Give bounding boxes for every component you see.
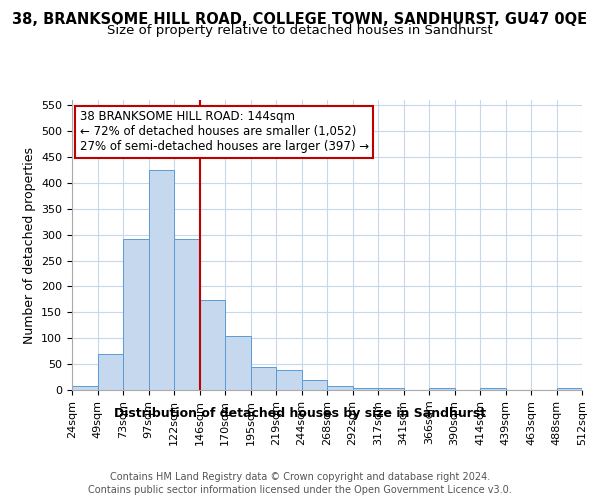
Bar	[557, 388, 582, 390]
Bar	[251, 366, 276, 390]
Y-axis label: Number of detached properties: Number of detached properties	[23, 146, 35, 344]
Bar	[149, 170, 174, 390]
Bar	[174, 240, 199, 390]
Bar	[480, 388, 505, 390]
Bar	[378, 388, 404, 390]
Text: Contains HM Land Registry data © Crown copyright and database right 2024.: Contains HM Land Registry data © Crown c…	[110, 472, 490, 482]
Bar	[123, 240, 149, 390]
Bar	[429, 388, 455, 390]
Text: 38, BRANKSOME HILL ROAD, COLLEGE TOWN, SANDHURST, GU47 0QE: 38, BRANKSOME HILL ROAD, COLLEGE TOWN, S…	[13, 12, 587, 28]
Bar	[302, 380, 327, 390]
Text: Contains public sector information licensed under the Open Government Licence v3: Contains public sector information licen…	[88, 485, 512, 495]
Bar	[72, 386, 97, 390]
Bar	[327, 386, 353, 390]
Text: Distribution of detached houses by size in Sandhurst: Distribution of detached houses by size …	[114, 408, 486, 420]
Bar	[225, 336, 251, 390]
Bar	[199, 300, 225, 390]
Bar	[276, 370, 302, 390]
Text: Size of property relative to detached houses in Sandhurst: Size of property relative to detached ho…	[107, 24, 493, 37]
Bar	[353, 388, 378, 390]
Text: 38 BRANKSOME HILL ROAD: 144sqm
← 72% of detached houses are smaller (1,052)
27% : 38 BRANKSOME HILL ROAD: 144sqm ← 72% of …	[80, 110, 369, 154]
Bar	[97, 354, 123, 390]
